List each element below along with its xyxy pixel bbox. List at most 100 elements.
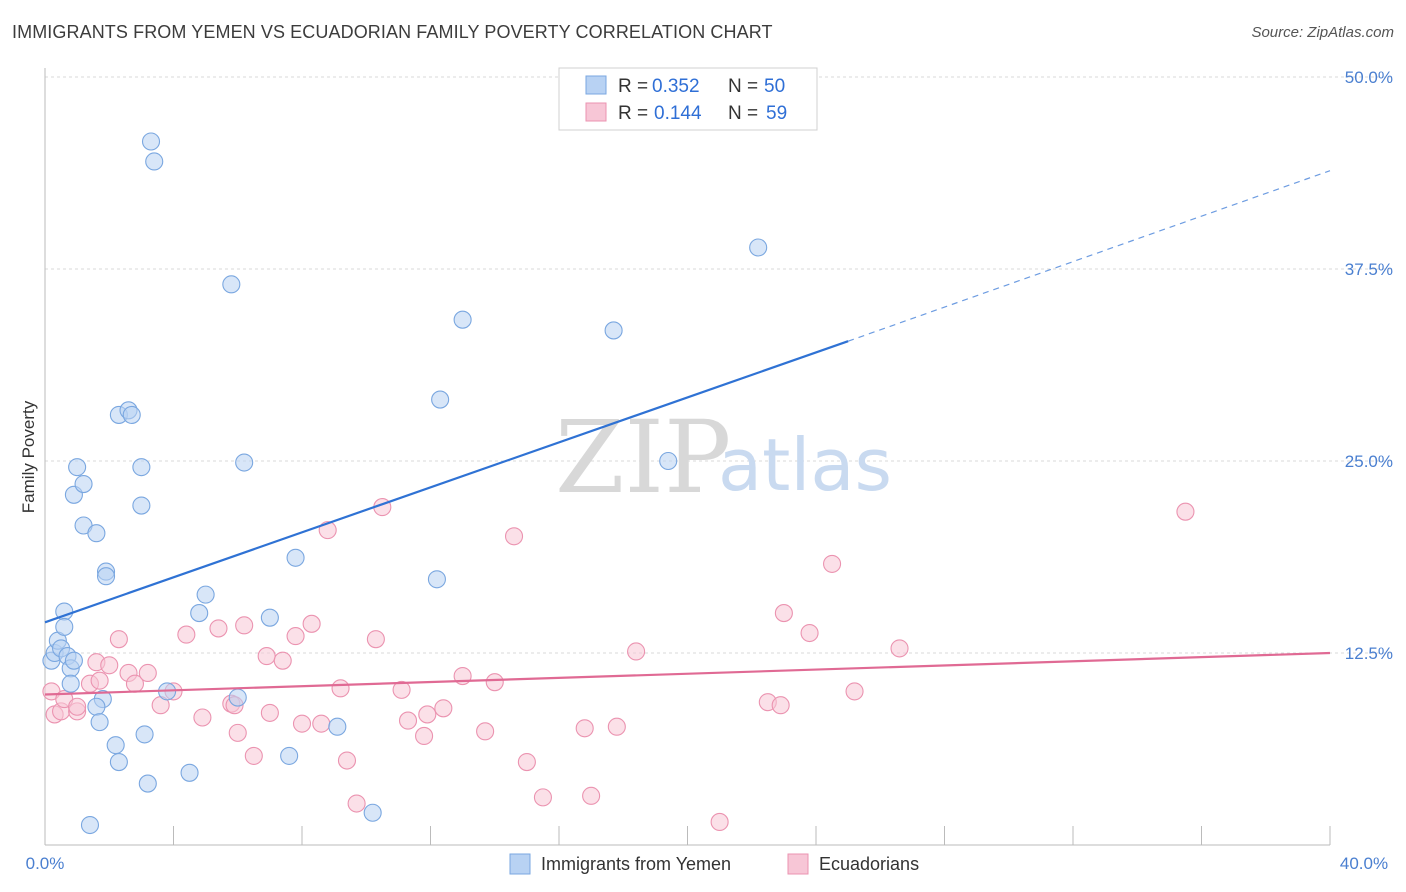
point-ecuadorian bbox=[517, 753, 536, 772]
point-ecuadorian bbox=[575, 719, 594, 738]
point-yemen bbox=[74, 474, 93, 494]
trend-line-yemen-extension bbox=[847, 170, 1331, 342]
point-yemen bbox=[55, 617, 74, 636]
point-yemen bbox=[122, 405, 141, 424]
bottom-legend-swatch-yemen bbox=[509, 853, 531, 875]
point-ecuadorian bbox=[273, 651, 292, 670]
point-yemen bbox=[222, 275, 241, 294]
chart-title: IMMIGRANTS FROM YEMEN VS ECUADORIAN FAMI… bbox=[12, 22, 773, 42]
point-yemen bbox=[180, 763, 199, 782]
point-yemen bbox=[328, 717, 347, 736]
point-ecuadorian bbox=[418, 705, 437, 724]
point-ecuadorian bbox=[337, 751, 357, 770]
point-ecuadorian bbox=[533, 788, 552, 807]
point-ecuadorian bbox=[228, 723, 247, 742]
point-yemen bbox=[109, 753, 128, 772]
point-yemen bbox=[132, 458, 151, 477]
source-label: Source: ZipAtlas.com bbox=[1251, 24, 1394, 41]
y-tick-label: 37.5% bbox=[1345, 260, 1393, 279]
point-yemen bbox=[196, 585, 215, 604]
point-yemen bbox=[90, 713, 109, 732]
x-tick-label-max: 40.0% bbox=[1340, 854, 1388, 873]
legend-r-label-ecuadorians: R = bbox=[618, 103, 648, 124]
point-ecuadorian bbox=[209, 619, 228, 638]
y-axis-label: Family Poverty bbox=[19, 400, 38, 513]
point-ecuadorian bbox=[398, 711, 418, 730]
point-ecuadorian bbox=[235, 616, 254, 635]
y-tick-label: 12.5% bbox=[1345, 644, 1393, 663]
trend-lines bbox=[44, 170, 1331, 696]
point-ecuadorian bbox=[627, 642, 646, 661]
point-ecuadorian bbox=[193, 708, 212, 727]
watermark-zip: ZIP bbox=[555, 399, 731, 516]
legend-r-value-ecuadorians: 0.144 bbox=[654, 103, 702, 124]
point-ecuadorian bbox=[504, 527, 524, 546]
x-tick-label-min: 0.0% bbox=[26, 854, 65, 873]
point-ecuadorian bbox=[823, 554, 842, 573]
point-yemen bbox=[145, 152, 164, 171]
point-ecuadorian bbox=[434, 699, 453, 718]
point-ecuadorian bbox=[68, 697, 87, 716]
point-ecuadorian bbox=[476, 722, 495, 741]
point-yemen bbox=[280, 746, 299, 765]
point-ecuadorian bbox=[1176, 502, 1195, 521]
point-ecuadorian bbox=[800, 623, 819, 643]
point-ecuadorian bbox=[260, 703, 279, 722]
point-yemen bbox=[141, 132, 161, 151]
point-ecuadorian bbox=[177, 625, 196, 644]
point-yemen bbox=[87, 524, 106, 543]
point-yemen bbox=[190, 604, 209, 623]
legend-n-label-ecuadorians: N = bbox=[728, 103, 758, 124]
point-ecuadorian bbox=[90, 671, 109, 690]
point-ecuadorian bbox=[302, 614, 321, 633]
point-ecuadorian bbox=[392, 680, 411, 699]
x-ticks bbox=[44, 826, 1331, 845]
y-tick-label: 50.0% bbox=[1345, 68, 1393, 87]
point-yemen bbox=[659, 451, 678, 471]
bottom-legend-label-ecuadorians: Ecuadorians bbox=[819, 854, 919, 874]
legend-n-label-yemen: N = bbox=[728, 76, 758, 97]
point-yemen bbox=[106, 736, 125, 755]
point-yemen bbox=[138, 774, 157, 793]
point-ecuadorian bbox=[312, 714, 331, 733]
point-yemen bbox=[80, 815, 100, 835]
bottom-legend-label-yemen: Immigrants from Yemen bbox=[541, 854, 731, 874]
point-yemen bbox=[363, 803, 382, 822]
point-yemen bbox=[604, 321, 623, 340]
point-yemen bbox=[87, 697, 106, 716]
y-tick-labels: 12.5% 25.0% 37.5% 50.0% bbox=[1345, 68, 1393, 663]
point-yemen bbox=[61, 674, 80, 693]
point-ecuadorian bbox=[347, 794, 366, 813]
point-yemen bbox=[96, 567, 116, 586]
legend-swatch-ecuadorians bbox=[585, 102, 607, 122]
point-yemen bbox=[132, 496, 151, 515]
legend-r-label-yemen: R = bbox=[618, 76, 648, 97]
point-ecuadorian bbox=[100, 656, 119, 675]
point-yemen bbox=[235, 453, 254, 472]
legend: R = 0.352 N = 50 R = 0.144 N = 59 bbox=[558, 67, 818, 131]
series-yemen bbox=[42, 132, 768, 835]
point-ecuadorian bbox=[710, 812, 729, 832]
point-ecuadorian bbox=[331, 679, 350, 698]
point-ecuadorian bbox=[607, 717, 626, 736]
bottom-legend-swatch-ecuadorians bbox=[787, 853, 809, 875]
point-ecuadorian bbox=[366, 630, 385, 649]
point-ecuadorian bbox=[138, 663, 157, 683]
point-yemen bbox=[453, 310, 472, 329]
point-ecuadorian bbox=[582, 786, 601, 805]
legend-r-value-yemen: 0.352 bbox=[652, 76, 700, 97]
bottom-legend: Immigrants from Yemen Ecuadorians bbox=[509, 853, 919, 875]
point-yemen bbox=[135, 725, 154, 744]
watermark-atlas: atlas bbox=[718, 423, 892, 507]
point-ecuadorian bbox=[774, 604, 793, 623]
point-yemen bbox=[228, 688, 247, 707]
point-ecuadorian bbox=[244, 746, 263, 765]
point-ecuadorian bbox=[109, 630, 128, 649]
legend-swatch-yemen bbox=[585, 75, 607, 95]
point-ecuadorian bbox=[890, 639, 909, 658]
point-yemen bbox=[64, 651, 83, 670]
watermark: ZIP atlas bbox=[555, 399, 892, 516]
point-ecuadorian bbox=[257, 647, 276, 666]
point-yemen bbox=[431, 390, 450, 409]
